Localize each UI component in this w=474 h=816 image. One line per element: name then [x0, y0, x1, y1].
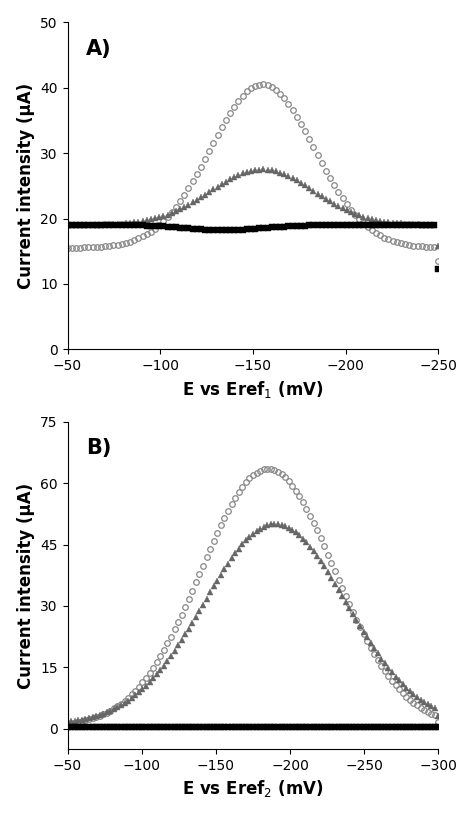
Text: B): B) [86, 438, 111, 459]
Y-axis label: Current intensity (μA): Current intensity (μA) [17, 82, 35, 289]
X-axis label: E vs Eref$_2$ (mV): E vs Eref$_2$ (mV) [182, 778, 324, 800]
X-axis label: E vs Eref$_1$ (mV): E vs Eref$_1$ (mV) [182, 379, 324, 400]
Y-axis label: Current intensity (μA): Current intensity (μA) [17, 482, 35, 689]
Text: A): A) [86, 38, 112, 59]
